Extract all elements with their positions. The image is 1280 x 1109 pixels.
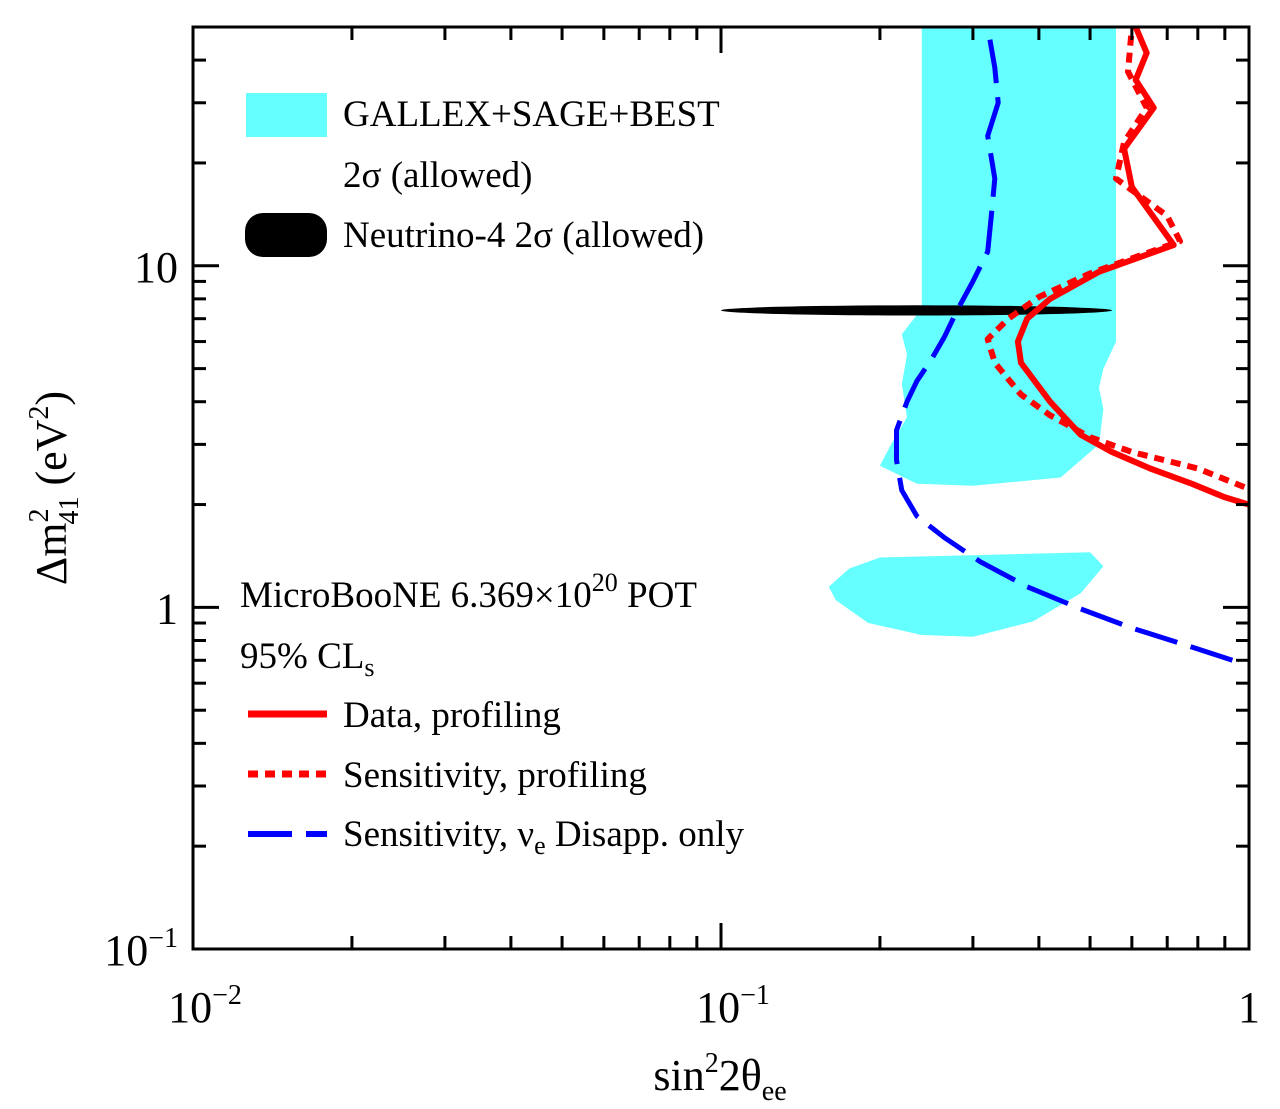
allowed-regions xyxy=(721,27,1116,637)
annotation-line1: MicroBooNE 6.369×1020 POT xyxy=(240,568,697,616)
legend-swatch-gallex xyxy=(246,93,327,137)
annotation-line2-sub: s xyxy=(364,653,374,682)
x-tick-label-1: 10−1 xyxy=(696,980,770,1032)
y-tick-label-1: 1 xyxy=(156,584,178,633)
annotation-line2-main: 95% CL xyxy=(240,636,364,677)
series-2 xyxy=(894,27,1234,663)
y-axis-title-end: ) xyxy=(27,391,76,406)
x-tick-label-2-base: 1 xyxy=(1238,983,1260,1032)
region-1 xyxy=(828,552,1104,637)
x-axis-title-rest: 2θ xyxy=(719,1051,762,1100)
y-tick-label-1-base: 1 xyxy=(156,584,178,633)
legend-label-sensitivity-nue-sub: e xyxy=(534,831,546,860)
annotation-line2: 95% CLs xyxy=(240,636,374,682)
x-tick-label-0-base: 10 xyxy=(168,983,212,1032)
y-tick-label-0-base: 10 xyxy=(104,926,148,975)
annotation: MicroBooNE 6.369×1020 POT 95% CLs xyxy=(240,568,697,682)
region-0 xyxy=(879,27,1116,486)
y-tick-label-0: 10−1 xyxy=(104,923,178,975)
legend-label-sensitivity-profiling: Sensitivity, profiling xyxy=(343,755,647,796)
x-tick-label-2: 1 xyxy=(1238,983,1260,1032)
legend-label-sensitivity-nue: Sensitivity, νe Disapp. only xyxy=(343,814,745,860)
legend-label-allowed: 2σ (allowed) xyxy=(343,155,532,196)
y-tick-label-2-base: 10 xyxy=(134,243,178,292)
y-axis-title: Δm241 (eV2) xyxy=(24,391,85,585)
legend-label-sensitivity-nue-end: Disapp. only xyxy=(546,814,745,855)
annotation-line1-end: POT xyxy=(618,575,697,616)
x-axis-title-sub: ee xyxy=(762,1076,787,1107)
y-axis-title-rest: (eV xyxy=(27,419,76,496)
y-tick-label-2: 10 xyxy=(134,243,178,292)
legend-label-sensitivity-nue-main: Sensitivity, ν xyxy=(343,814,534,855)
y-axis-title-main: Δm xyxy=(27,523,76,586)
annotation-line1-sup: 20 xyxy=(592,568,618,597)
legend-swatch-neutrino4 xyxy=(245,213,327,257)
x-tick-label-0-exp: −2 xyxy=(212,980,242,1011)
series-1 xyxy=(984,27,1246,490)
y-axis-title-sup: 2 xyxy=(24,509,55,523)
x-tick-label-1-base: 10 xyxy=(696,983,740,1032)
x-tick-label-1-exp: −1 xyxy=(740,980,770,1011)
axis-ticks xyxy=(191,25,1249,951)
legend-top: GALLEX+SAGE+BEST 2σ (allowed) Neutrino-4… xyxy=(245,93,720,257)
legend-label-data: Data, profiling xyxy=(343,695,561,736)
exclusion-curves xyxy=(894,27,1249,663)
x-axis-title-main: sin xyxy=(653,1051,704,1100)
x-axis-title: sin22θee xyxy=(653,1048,786,1107)
x-tick-label-0: 10−2 xyxy=(168,980,242,1032)
series-0 xyxy=(1014,27,1249,508)
x-axis-title-sup: 2 xyxy=(705,1048,719,1079)
y-tick-label-0-exp: −1 xyxy=(148,923,178,954)
legend-bottom: Data, profiling Sensitivity, profiling S… xyxy=(248,695,745,860)
legend-label-neutrino4: Neutrino-4 2σ (allowed) xyxy=(343,215,704,256)
annotation-line1-main: MicroBooNE 6.369×10 xyxy=(240,575,592,616)
y-axis-title-sup2: 2 xyxy=(24,406,55,420)
legend-label-gallex: GALLEX+SAGE+BEST xyxy=(343,94,720,135)
y-axis-title-sub: 41 xyxy=(54,497,85,525)
region-neutrino4 xyxy=(721,305,1112,316)
